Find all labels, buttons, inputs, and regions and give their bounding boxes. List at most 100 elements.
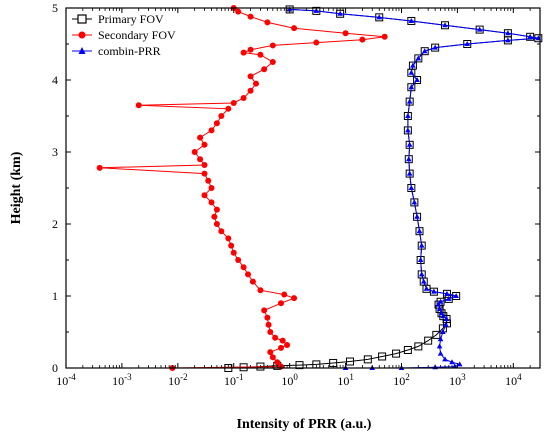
data-point bbox=[267, 329, 274, 335]
series-line bbox=[99, 7, 385, 369]
x-tick-label: 10-1 bbox=[224, 372, 244, 388]
data-point bbox=[527, 33, 533, 39]
data-point bbox=[403, 346, 412, 354]
plot-area bbox=[96, 5, 543, 372]
data-point bbox=[381, 33, 388, 40]
y-tick-label: 0 bbox=[52, 361, 58, 375]
data-point bbox=[408, 61, 417, 70]
data-point bbox=[252, 80, 259, 87]
data-point bbox=[411, 199, 418, 205]
y-tick-label: 5 bbox=[52, 1, 58, 15]
axes bbox=[65, 7, 541, 369]
data-point bbox=[418, 242, 425, 248]
y-tick-label: 4 bbox=[52, 73, 58, 87]
data-point bbox=[414, 342, 423, 351]
data-point bbox=[213, 221, 220, 227]
data-point bbox=[432, 44, 438, 50]
data-point bbox=[247, 73, 254, 80]
data-point bbox=[449, 359, 455, 365]
data-point bbox=[240, 49, 247, 56]
data-point bbox=[235, 257, 242, 263]
data-point bbox=[201, 192, 208, 199]
data-point bbox=[405, 156, 412, 162]
data-point bbox=[405, 113, 411, 118]
data-point bbox=[281, 291, 288, 298]
data-point bbox=[406, 170, 413, 176]
data-point bbox=[443, 316, 450, 322]
tick-marks bbox=[65, 7, 541, 369]
data-point bbox=[392, 349, 401, 358]
data-point bbox=[269, 59, 276, 65]
data-point bbox=[464, 41, 471, 46]
data-point bbox=[423, 285, 430, 291]
data-point bbox=[225, 105, 232, 112]
data-point bbox=[442, 356, 448, 362]
data-point bbox=[405, 127, 411, 133]
x-tick-label: 10-4 bbox=[56, 372, 76, 388]
data-point bbox=[410, 198, 419, 207]
legend-marker bbox=[78, 31, 86, 39]
data-point bbox=[438, 310, 445, 316]
data-point bbox=[410, 62, 416, 68]
data-point bbox=[208, 199, 215, 206]
data-point bbox=[240, 95, 247, 101]
data-point bbox=[436, 305, 443, 311]
data-point bbox=[440, 313, 447, 319]
data-point bbox=[421, 48, 428, 54]
data-point bbox=[264, 314, 271, 321]
data-point bbox=[408, 84, 415, 90]
legend-marker bbox=[77, 14, 87, 24]
data-point bbox=[436, 343, 443, 349]
data-point bbox=[197, 156, 204, 163]
legend: Primary FOV Secondary FOV combin-PRR bbox=[72, 12, 176, 58]
data-point bbox=[208, 127, 215, 134]
x-tick-label: 100 bbox=[281, 372, 298, 388]
data-point bbox=[415, 227, 424, 236]
data-point bbox=[420, 278, 427, 284]
y-tick-label: 3 bbox=[52, 145, 58, 159]
data-point bbox=[274, 359, 281, 366]
data-point bbox=[408, 185, 415, 190]
data-point bbox=[444, 290, 450, 296]
data-point bbox=[291, 25, 298, 32]
y-axis-title: Height (km) bbox=[9, 151, 24, 224]
data-point bbox=[420, 47, 429, 56]
data-point bbox=[408, 17, 415, 23]
series-line bbox=[289, 8, 539, 369]
data-point bbox=[453, 293, 459, 298]
y-tick-label: 1 bbox=[52, 289, 58, 303]
data-point bbox=[265, 321, 272, 328]
data-point bbox=[440, 329, 446, 334]
data-point bbox=[284, 341, 291, 348]
data-point bbox=[211, 213, 218, 220]
data-point bbox=[437, 298, 444, 304]
data-point bbox=[413, 76, 422, 84]
data-point bbox=[476, 26, 483, 32]
data-point bbox=[432, 330, 441, 339]
data-point bbox=[414, 213, 420, 219]
data-point bbox=[201, 161, 208, 168]
data-point bbox=[257, 51, 264, 58]
data-point bbox=[415, 55, 422, 61]
data-point bbox=[247, 87, 254, 94]
data-point bbox=[363, 355, 372, 364]
data-point bbox=[505, 37, 511, 43]
legend-label: Secondary FOV bbox=[98, 28, 176, 42]
data-point bbox=[267, 349, 274, 356]
data-point bbox=[208, 185, 215, 191]
data-point bbox=[406, 141, 413, 147]
data-point bbox=[240, 264, 247, 271]
data-point bbox=[235, 8, 242, 15]
data-point bbox=[437, 350, 444, 356]
data-point bbox=[213, 120, 220, 127]
x-tick-label: 10-2 bbox=[168, 372, 188, 388]
data-point bbox=[406, 98, 413, 104]
data-point bbox=[201, 170, 208, 177]
legend-item: combin-PRR bbox=[72, 44, 161, 58]
x-axis-title: Intensity of PRR (a.u.) bbox=[237, 417, 372, 432]
data-point bbox=[408, 69, 415, 75]
data-point bbox=[205, 177, 212, 184]
data-point bbox=[505, 30, 511, 36]
data-point bbox=[437, 336, 444, 342]
